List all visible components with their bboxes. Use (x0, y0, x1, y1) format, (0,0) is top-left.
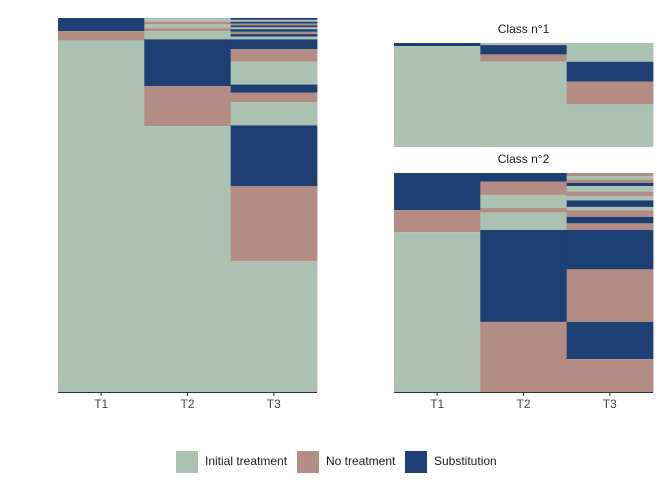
legend-label: Substitution (434, 454, 497, 468)
segment-1-t2-4 (144, 28, 232, 32)
segment-3-t2-3 (480, 194, 568, 198)
segment-1-t2-2 (144, 21, 232, 25)
panel-3: Class n°2 T1 T2 T3 (394, 152, 654, 411)
segment-3-t3-15 (566, 321, 654, 360)
segment-1-t3-11 (230, 39, 318, 50)
segment-1-t3-3 (230, 21, 318, 24)
segment-1-t3-18 (230, 186, 318, 262)
x-tick-label: T1 (430, 397, 444, 411)
segment-1-t1-1 (58, 18, 145, 32)
segment-3-t3-2 (566, 176, 654, 180)
segment-3-t2-7 (480, 229, 568, 322)
segment-3-t3-11 (566, 216, 654, 224)
segment-1-t3-8 (230, 31, 318, 35)
segment-1-t2-3 (144, 24, 232, 29)
segment-1-t3-6 (230, 27, 318, 30)
segment-1-t2-1 (144, 18, 232, 22)
x-tick-label: T3 (603, 397, 617, 411)
segment-3-t3-10 (566, 210, 654, 217)
segment-1-t1-3 (58, 40, 145, 392)
legend-label: Initial treatment (205, 454, 288, 468)
x-tick-label: T3 (267, 397, 281, 411)
segment-3-t2-4 (480, 197, 568, 209)
segment-3-t2-5 (480, 208, 568, 213)
x-tick-label: T1 (94, 397, 108, 411)
segment-1-t2-7 (144, 86, 232, 127)
segment-1-t3-14 (230, 84, 318, 93)
legend-label: No treatment (326, 454, 396, 468)
segment-2-t3-3 (566, 81, 654, 105)
segment-1-t2-5 (144, 31, 232, 40)
segment-1-t1-2 (58, 31, 145, 41)
segment-1-t3-12 (230, 49, 318, 62)
segment-1-t3-13 (230, 61, 318, 85)
segment-1-t3-2 (230, 19, 318, 22)
segment-1-t3-17 (230, 125, 318, 187)
x-tick-label: T2 (516, 397, 530, 411)
segment-3-t3-8 (566, 200, 654, 207)
segment-2-t3-1 (566, 43, 654, 62)
segment-3-t3-12 (566, 223, 654, 230)
segment-3-t1-1 (394, 173, 481, 211)
segment-1-t3-7 (230, 29, 318, 32)
segment-3-t2-6 (480, 212, 568, 230)
legend-key (176, 451, 198, 473)
segment-1-t2-8 (144, 126, 232, 392)
legend: Initial treatment No treatment Substitutio… (176, 451, 497, 473)
segment-3-t2-8 (480, 321, 568, 392)
segment-3-t2-2 (480, 181, 568, 195)
legend-item: Initial treatment (176, 451, 288, 473)
segment-3-t3-4 (566, 182, 654, 187)
panels: T1 T2 T3 Class n°1 Class n°2 T1 T2 T3 (58, 18, 654, 411)
segment-1-t3-19 (230, 261, 318, 392)
segment-2-t2-2 (480, 45, 568, 55)
legend-key (297, 451, 319, 473)
legend-item: No treatment (297, 451, 396, 473)
segment-1-t2-6 (144, 39, 232, 87)
segment-1-t3-16 (230, 102, 318, 126)
segment-2-t1-2 (394, 46, 481, 148)
segment-2-t2-4 (480, 61, 568, 147)
segment-1-t3-9 (230, 34, 318, 37)
segment-1-t3-15 (230, 92, 318, 103)
legend-item: Substitution (405, 451, 497, 473)
segment-1-t3-10 (230, 36, 318, 40)
segment-3-t3-6 (566, 191, 654, 196)
panel-title: Class n°2 (498, 152, 550, 166)
segment-3-t3-13 (566, 229, 654, 270)
segment-3-t3-7 (566, 196, 654, 201)
segment-2-t2-3 (480, 54, 568, 62)
segment-3-t3-16 (566, 359, 654, 392)
segment-3-t3-1 (566, 173, 654, 177)
legend-key (405, 451, 427, 473)
segment-2-t2-1 (480, 43, 568, 46)
segment-2-t3-4 (566, 104, 654, 147)
segment-3-t3-3 (566, 179, 654, 183)
segment-3-t1-2 (394, 210, 481, 233)
panel-title: Class n°1 (498, 22, 550, 36)
segment-2-t3-2 (566, 61, 654, 82)
segment-3-t3-9 (566, 206, 654, 211)
segment-3-t1-3 (394, 232, 481, 392)
segment-1-t3-4 (230, 23, 318, 26)
panel-2: Class n°1 (394, 22, 654, 148)
segment-3-t3-14 (566, 269, 654, 322)
segment-1-t3-5 (230, 25, 318, 28)
x-tick-label: T2 (180, 397, 194, 411)
segment-2-t1-1 (394, 43, 481, 47)
segment-3-t3-5 (566, 186, 654, 192)
panel-1: T1 T2 T3 (58, 18, 318, 411)
segment-3-t2-1 (480, 173, 568, 182)
segment-1-t3-1 (230, 18, 318, 20)
